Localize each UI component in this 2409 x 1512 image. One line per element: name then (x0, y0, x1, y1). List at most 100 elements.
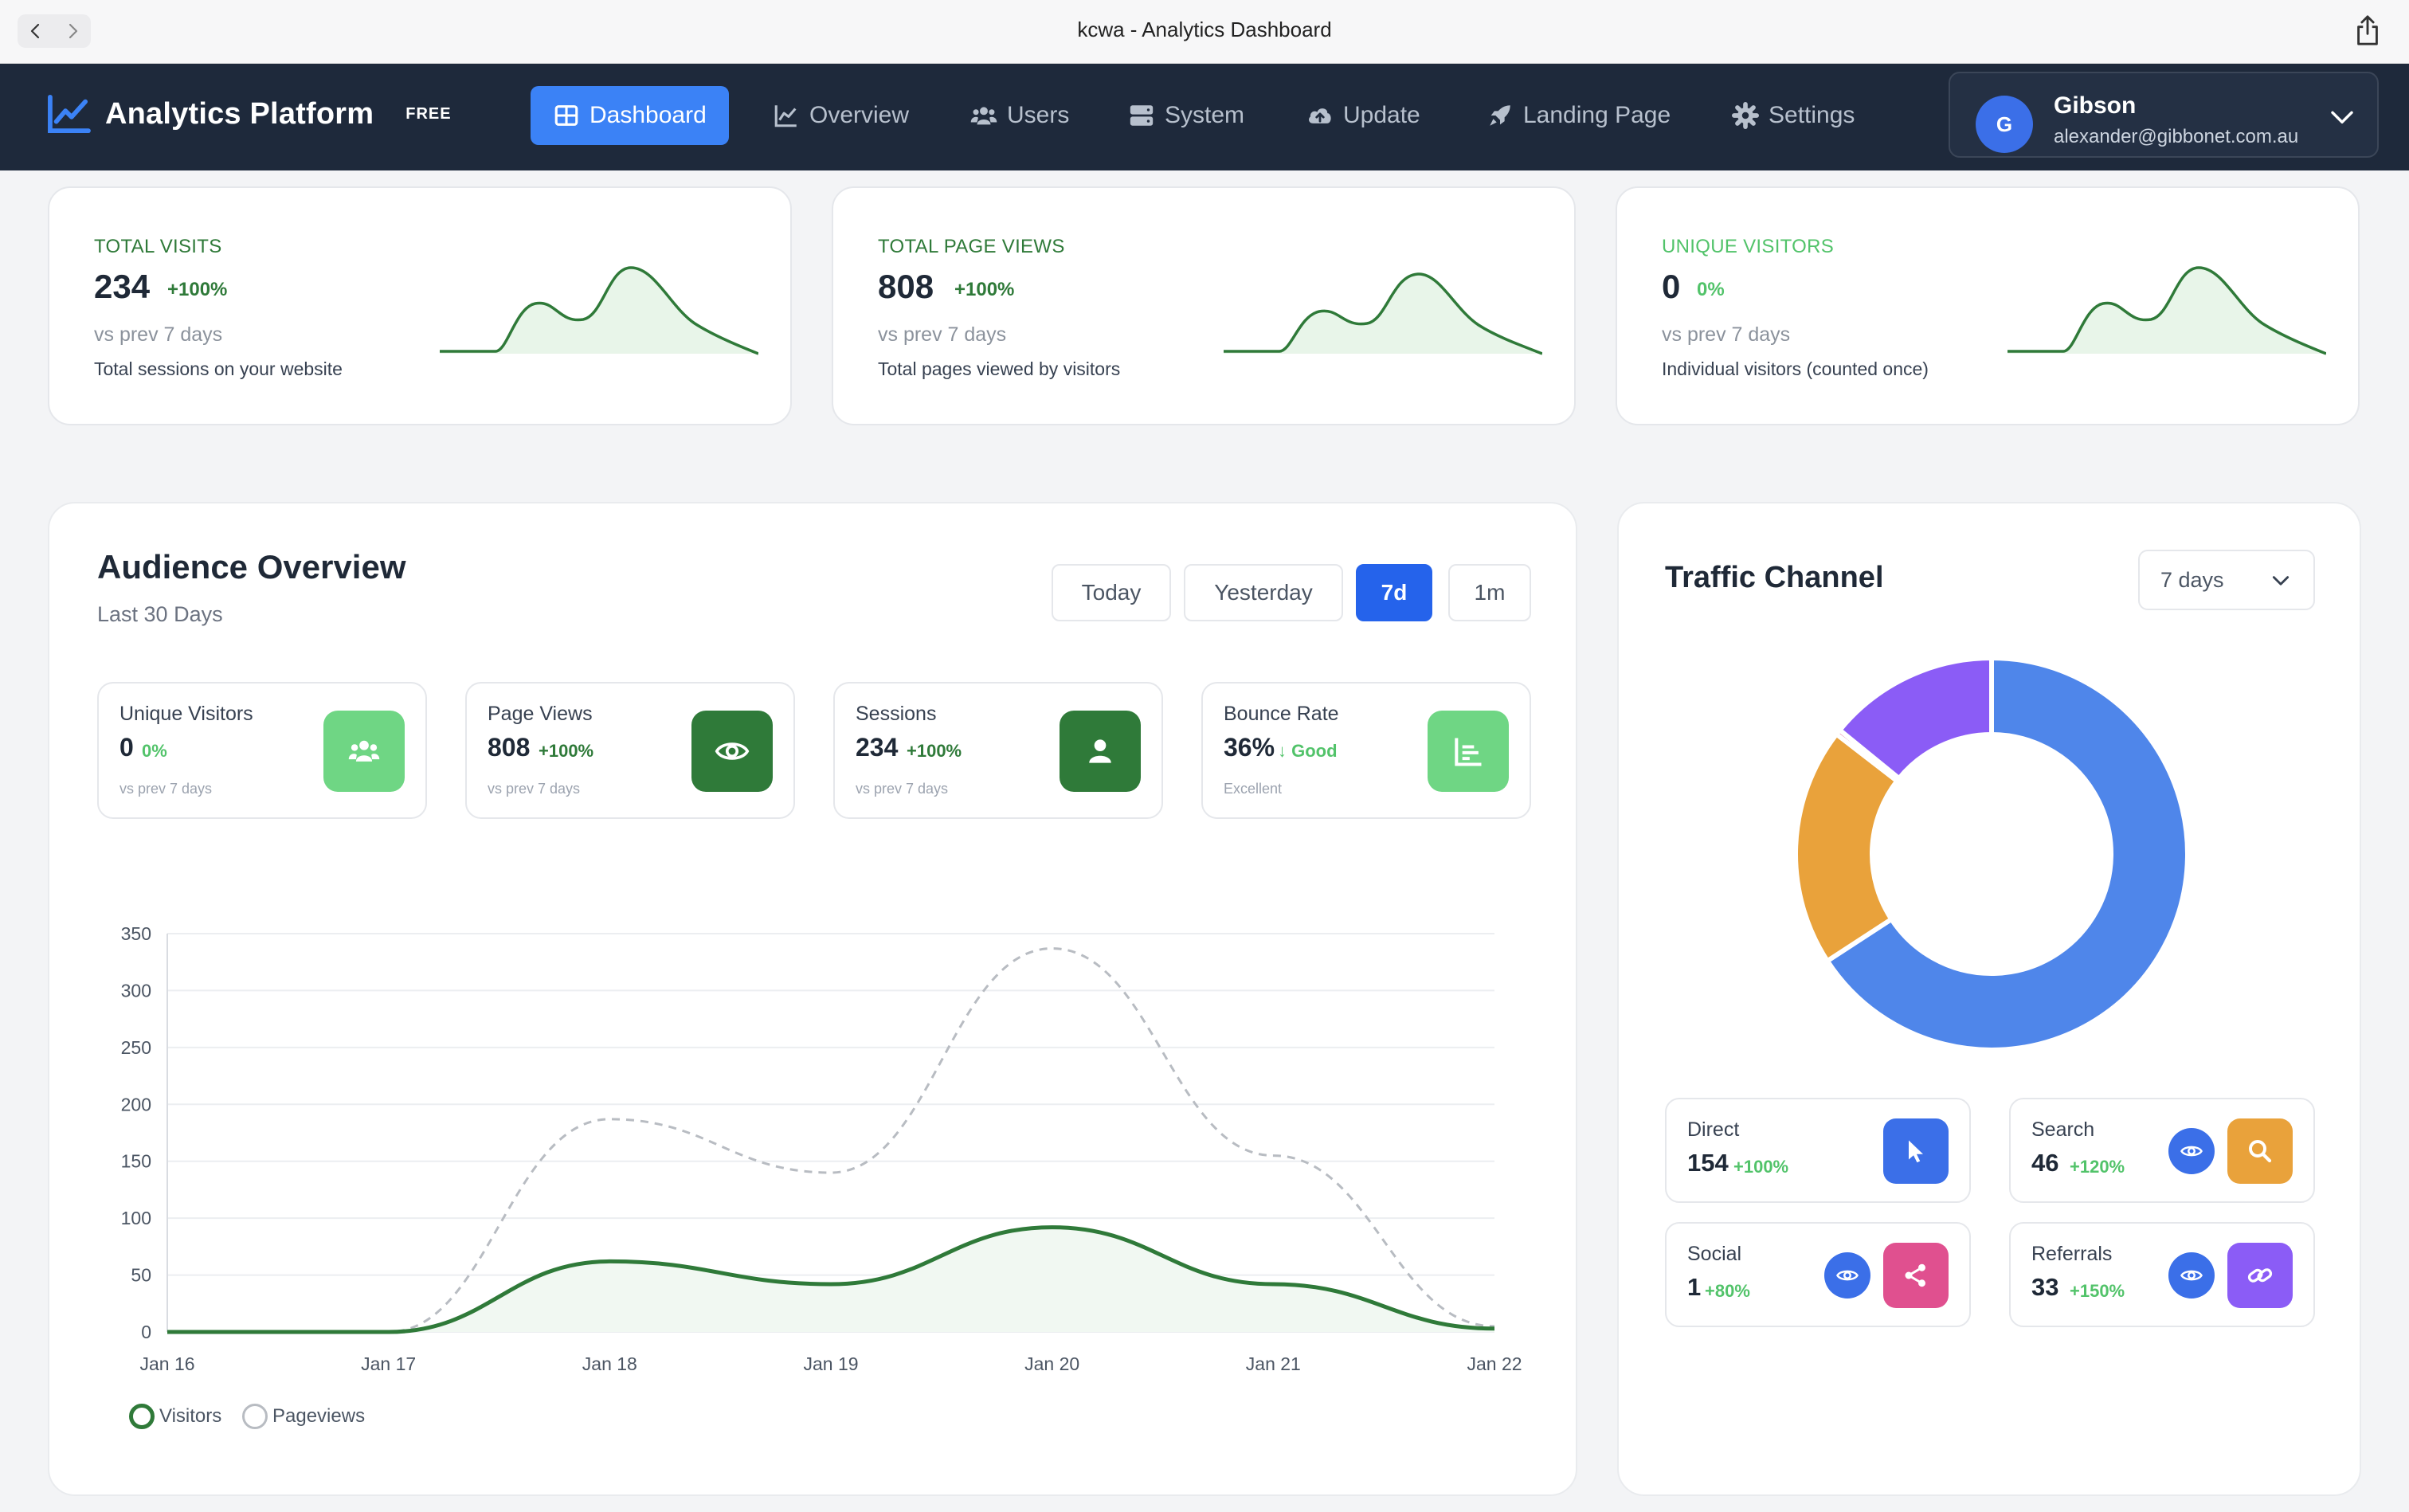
traffic-donut-chart (1793, 655, 2190, 1052)
legend-pageviews[interactable]: Pageviews (242, 1404, 365, 1429)
back-arrow-icon[interactable] (26, 22, 45, 41)
nav-overview[interactable]: Overview (750, 86, 931, 145)
metric-value: 808 (488, 733, 531, 762)
select-value: 7 days (2160, 567, 2224, 592)
metric-label: Sessions (856, 703, 937, 725)
nav-update[interactable]: Update (1284, 86, 1443, 145)
traffic-channel-panel: Traffic Channel 7 days Direct 154 +100% … (1617, 502, 2361, 1496)
nav-users[interactable]: Users (948, 86, 1091, 145)
metric-sub: Excellent (1224, 781, 1283, 797)
metric-value: 0 (119, 733, 134, 762)
x-tick-label: Jan 17 (361, 1353, 416, 1374)
eye-icon (1836, 1270, 1859, 1281)
x-tick-label: Jan 19 (803, 1353, 858, 1374)
x-tick-label: Jan 16 (139, 1353, 194, 1374)
range-today-button[interactable]: Today (1052, 564, 1171, 621)
x-tick-label: Jan 18 (582, 1353, 637, 1374)
browser-title: kcwa - Analytics Dashboard (1077, 18, 1332, 41)
nav-label: Landing Page (1523, 102, 1671, 128)
brand-name: Analytics Platform (105, 96, 374, 131)
series-line-pageviews (167, 947, 1495, 1334)
metric-icon-box (1428, 711, 1509, 792)
channel-social[interactable]: Social 1 +80% (1665, 1222, 1971, 1327)
panel-subtitle: Last 30 Days (97, 602, 223, 626)
stat-desc: Individual visitors (counted once) (1662, 358, 1929, 379)
channel-value: 1 (1687, 1273, 1702, 1301)
series-area-visitors (167, 1227, 1494, 1332)
channel-referrals[interactable]: Referrals 33 +150% (2009, 1222, 2315, 1327)
donut-slice-direct[interactable] (1823, 655, 2190, 1052)
range-7d-button[interactable]: 7d (1356, 564, 1432, 621)
sparkline (2007, 266, 2326, 355)
forward-arrow-icon[interactable] (63, 22, 82, 41)
stat-card-total-visits: TOTAL VISITS 234 +100% vs prev 7 days To… (48, 186, 792, 425)
traffic-range-select[interactable]: 7 days (2138, 550, 2315, 610)
stat-label: TOTAL PAGE VIEWS (878, 236, 1065, 257)
y-tick-label: 0 (141, 1322, 151, 1342)
share-icon[interactable] (2353, 14, 2382, 46)
nav-label: System (1165, 102, 1245, 128)
eye-icon (2180, 1146, 2203, 1157)
metric-label: Page Views (488, 703, 593, 725)
donut-slice-referrals[interactable] (1836, 655, 1994, 782)
nav-system[interactable]: System (1106, 86, 1267, 145)
metric-change: 0% (142, 741, 167, 761)
channel-label: Direct (1687, 1118, 1740, 1141)
nav-settings[interactable]: Settings (1710, 86, 1877, 145)
view-eye-button[interactable] (2168, 1252, 2215, 1299)
user-menu[interactable]: G Gibson alexander@gibbonet.com.au (1949, 72, 2379, 158)
stat-desc: Total pages viewed by visitors (878, 358, 1121, 379)
panel-title: Traffic Channel (1665, 561, 1884, 594)
legend-dot-visitors (129, 1404, 155, 1429)
user-icon (1089, 739, 1111, 763)
view-eye-button[interactable] (2168, 1128, 2215, 1174)
metric-sub: vs prev 7 days (488, 781, 581, 797)
y-tick-label: 300 (121, 980, 151, 1001)
nav-label: Settings (1769, 102, 1855, 128)
channel-search[interactable]: Search 46 +120% (2009, 1098, 2315, 1203)
nav-label: Overview (809, 102, 910, 128)
channel-change: +80% (1705, 1281, 1750, 1301)
avatar: G (1976, 96, 2033, 153)
chevron-down-icon (2272, 576, 2290, 586)
y-tick-label: 350 (121, 923, 151, 944)
cursor-icon (1909, 1140, 1923, 1163)
metric-bounce-rate: Bounce Rate 36% ↓ Good Excellent (1201, 682, 1531, 819)
channel-icon-box (1883, 1118, 1949, 1184)
channel-direct[interactable]: Direct 154 +100% (1665, 1098, 1971, 1203)
channel-icon-box (1883, 1243, 1949, 1308)
legend-label: Pageviews (272, 1405, 366, 1427)
range-1m-button[interactable]: 1m (1448, 564, 1531, 621)
user-email: alexander@gibbonet.com.au (2054, 126, 2299, 147)
metric-unique-visitors: Unique Visitors 0 0% vs prev 7 days (97, 682, 427, 819)
view-eye-button[interactable] (1824, 1252, 1870, 1299)
channel-value: 46 (2031, 1149, 2059, 1177)
stat-card-unique-visitors: UNIQUE VISITORS 0 0% vs prev 7 days Indi… (1616, 186, 2360, 425)
x-tick-label: Jan 22 (1467, 1353, 1522, 1374)
channel-icon-box (2227, 1118, 2293, 1184)
metric-change: +100% (907, 741, 962, 761)
legend-label: Visitors (159, 1405, 222, 1427)
brand[interactable]: Analytics Platform FREE (46, 94, 452, 134)
plan-badge: FREE (405, 104, 452, 123)
stat-value: 234 (94, 268, 151, 305)
nav-landing-page[interactable]: Landing Page (1464, 86, 1693, 145)
series-line-visitors (167, 1225, 1495, 1334)
audience-overview-panel: Audience Overview Last 30 Days Today Yes… (48, 502, 1577, 1496)
range-yesterday-button[interactable]: Yesterday (1184, 564, 1343, 621)
nav-label: Dashboard (590, 102, 707, 128)
link-icon (2247, 1268, 2273, 1283)
donut-slice-search[interactable] (1793, 731, 1901, 965)
bar-chart-icon (1455, 738, 1482, 766)
sparkline (1224, 272, 1542, 355)
legend-visitors[interactable]: Visitors (129, 1404, 221, 1429)
panel-title: Audience Overview (97, 548, 406, 586)
nav-dashboard[interactable]: Dashboard (531, 86, 729, 145)
y-tick-label: 50 (131, 1265, 151, 1286)
users-icon (970, 107, 997, 125)
audience-line-chart: 0 50 100 150 200 250 300 350 Jan 16 Jan 17 Jan 18 J… (121, 923, 1522, 1374)
nav-label: Update (1343, 102, 1420, 128)
metric-change: ↓ Good (1278, 741, 1338, 761)
stat-value: 808 (878, 268, 934, 305)
channel-value: 154 (1687, 1149, 1729, 1177)
